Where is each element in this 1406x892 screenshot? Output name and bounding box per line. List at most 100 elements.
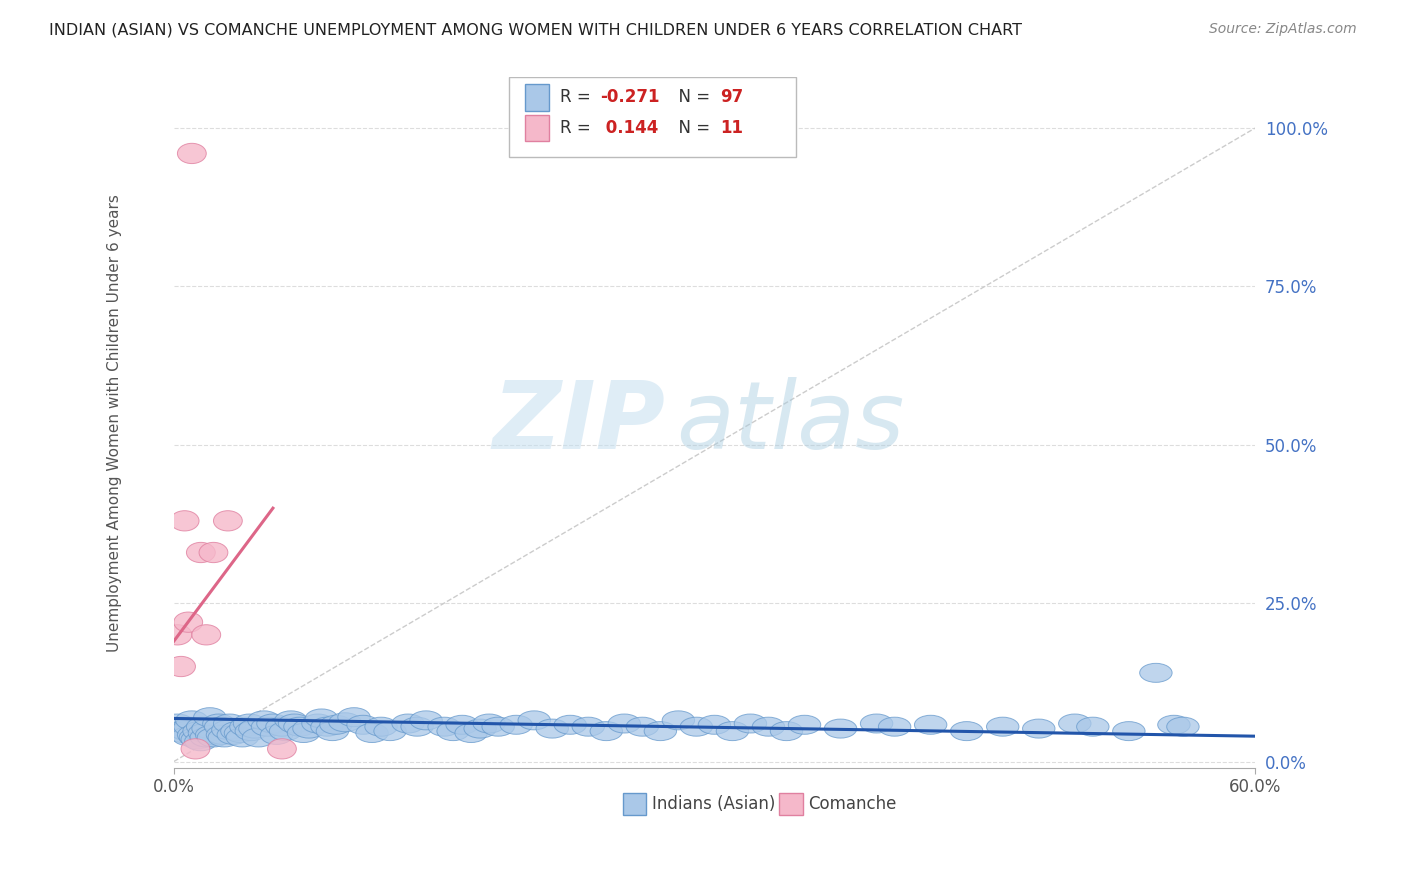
Ellipse shape (316, 722, 349, 740)
Text: ZIP: ZIP (494, 376, 666, 468)
Ellipse shape (204, 717, 236, 736)
Ellipse shape (517, 711, 550, 730)
Ellipse shape (221, 722, 253, 740)
Ellipse shape (233, 714, 266, 733)
Ellipse shape (179, 728, 212, 747)
Ellipse shape (337, 707, 370, 727)
Ellipse shape (267, 739, 297, 759)
FancyBboxPatch shape (526, 115, 548, 141)
Ellipse shape (274, 711, 307, 730)
Ellipse shape (401, 717, 433, 736)
Ellipse shape (446, 715, 478, 734)
Ellipse shape (226, 728, 259, 747)
Ellipse shape (187, 542, 215, 563)
Ellipse shape (472, 714, 505, 733)
Ellipse shape (170, 722, 202, 740)
Ellipse shape (235, 722, 267, 740)
Ellipse shape (169, 721, 201, 739)
Ellipse shape (456, 723, 488, 742)
Ellipse shape (305, 709, 337, 728)
Ellipse shape (212, 721, 245, 739)
Ellipse shape (260, 725, 292, 745)
Ellipse shape (252, 717, 284, 736)
Ellipse shape (752, 717, 785, 736)
Ellipse shape (536, 719, 568, 738)
Ellipse shape (626, 717, 658, 736)
Ellipse shape (319, 715, 353, 734)
Ellipse shape (214, 511, 242, 531)
Text: Indians (Asian): Indians (Asian) (652, 795, 775, 813)
Ellipse shape (609, 714, 641, 733)
FancyBboxPatch shape (623, 793, 647, 814)
Ellipse shape (681, 717, 713, 736)
Ellipse shape (239, 719, 271, 738)
FancyBboxPatch shape (779, 793, 803, 814)
Ellipse shape (437, 722, 470, 740)
Ellipse shape (162, 714, 194, 733)
Ellipse shape (208, 728, 240, 747)
Ellipse shape (183, 722, 215, 740)
Text: N =: N = (668, 88, 716, 106)
Ellipse shape (347, 715, 380, 734)
Ellipse shape (181, 739, 209, 759)
Ellipse shape (311, 717, 343, 736)
Ellipse shape (266, 717, 298, 736)
Ellipse shape (392, 714, 425, 733)
Ellipse shape (174, 612, 202, 632)
Ellipse shape (734, 714, 766, 733)
Ellipse shape (591, 722, 623, 740)
Ellipse shape (364, 717, 398, 736)
Ellipse shape (716, 722, 748, 740)
Ellipse shape (177, 725, 209, 745)
Ellipse shape (1112, 722, 1144, 740)
Ellipse shape (789, 715, 821, 734)
Ellipse shape (464, 719, 496, 738)
Text: INDIAN (ASIAN) VS COMANCHE UNEMPLOYMENT AMONG WOMEN WITH CHILDREN UNDER 6 YEARS : INDIAN (ASIAN) VS COMANCHE UNEMPLOYMENT … (49, 22, 1022, 37)
Ellipse shape (329, 713, 361, 731)
Text: Comanche: Comanche (808, 795, 897, 813)
Ellipse shape (194, 707, 226, 727)
Ellipse shape (184, 731, 217, 751)
Ellipse shape (217, 725, 249, 745)
Ellipse shape (501, 715, 533, 734)
Ellipse shape (229, 717, 262, 736)
Ellipse shape (165, 717, 197, 736)
Ellipse shape (1140, 664, 1173, 682)
Ellipse shape (257, 714, 290, 733)
Ellipse shape (163, 624, 191, 645)
Ellipse shape (187, 717, 219, 736)
Text: 0.144: 0.144 (600, 119, 658, 136)
Ellipse shape (242, 728, 274, 747)
Ellipse shape (207, 725, 239, 745)
Ellipse shape (302, 714, 335, 733)
Ellipse shape (287, 723, 319, 742)
Ellipse shape (225, 723, 257, 742)
Ellipse shape (247, 711, 280, 730)
Ellipse shape (284, 717, 316, 736)
Ellipse shape (860, 714, 893, 733)
Text: Source: ZipAtlas.com: Source: ZipAtlas.com (1209, 22, 1357, 37)
Ellipse shape (770, 722, 803, 740)
Ellipse shape (170, 511, 200, 531)
Ellipse shape (181, 730, 214, 749)
Ellipse shape (482, 717, 515, 736)
Ellipse shape (1077, 717, 1109, 736)
Ellipse shape (214, 714, 246, 733)
Ellipse shape (197, 728, 229, 747)
Ellipse shape (200, 542, 228, 563)
Text: -0.271: -0.271 (600, 88, 659, 106)
Ellipse shape (167, 657, 195, 677)
Ellipse shape (191, 624, 221, 645)
Ellipse shape (1022, 719, 1054, 738)
Ellipse shape (662, 711, 695, 730)
Ellipse shape (699, 715, 731, 734)
Ellipse shape (1157, 715, 1189, 734)
Ellipse shape (188, 723, 221, 742)
Ellipse shape (1167, 717, 1199, 736)
Text: R =: R = (560, 119, 596, 136)
Ellipse shape (356, 723, 388, 742)
Text: 11: 11 (720, 119, 742, 136)
Ellipse shape (374, 722, 406, 740)
Ellipse shape (572, 717, 605, 736)
Ellipse shape (174, 717, 207, 736)
